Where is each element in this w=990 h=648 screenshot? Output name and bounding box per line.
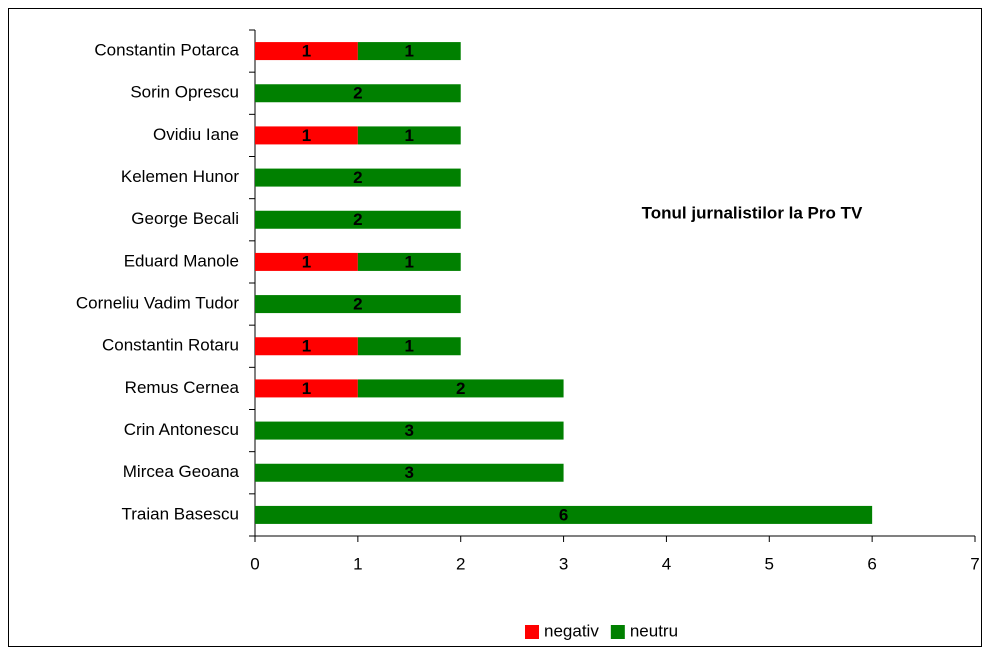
value-label: 2 <box>353 84 362 103</box>
bar-segment <box>255 252 358 271</box>
value-label: 2 <box>456 379 465 398</box>
x-tick-label: 7 <box>970 554 979 573</box>
bar-segment <box>255 463 564 482</box>
bar-segment <box>357 126 461 145</box>
bar-segment <box>255 505 873 524</box>
y-tick-label: George Becali <box>131 209 239 228</box>
bar-segment <box>255 126 358 145</box>
bar-segment <box>357 42 461 61</box>
y-tick-label: Traian Basescu <box>122 504 239 523</box>
value-label: 6 <box>559 505 568 524</box>
chart-title: Tonul jurnalistilor la Pro TV <box>642 203 863 222</box>
value-label: 1 <box>405 126 414 145</box>
bar-segment <box>255 84 461 103</box>
bar-segment <box>255 168 461 187</box>
bar-segment <box>255 421 564 440</box>
value-label: 1 <box>405 337 414 356</box>
y-tick-label: Constantin Potarca <box>94 41 239 60</box>
legend-label: neutru <box>630 621 678 640</box>
x-tick-label: 2 <box>456 554 465 573</box>
value-label: 2 <box>353 295 362 314</box>
x-tick-label: 1 <box>353 554 362 573</box>
value-label: 2 <box>353 210 362 229</box>
y-tick-label: Constantin Rotaru <box>102 336 239 355</box>
x-tick-label: 5 <box>765 554 774 573</box>
value-label: 1 <box>405 252 414 271</box>
bar-segment <box>255 337 358 356</box>
value-label: 2 <box>353 168 362 187</box>
y-tick-label: Sorin Oprescu <box>130 83 239 102</box>
y-tick-label: Eduard Manole <box>124 251 239 270</box>
y-tick-label: Crin Antonescu <box>124 420 239 439</box>
value-label: 1 <box>302 42 311 61</box>
x-tick-label: 6 <box>867 554 876 573</box>
y-tick-label: Remus Cernea <box>125 378 240 397</box>
value-label: 1 <box>302 379 311 398</box>
y-tick-label: Ovidiu Iane <box>153 125 239 144</box>
x-tick-label: 0 <box>250 554 259 573</box>
chart-frame <box>8 8 982 647</box>
bar-segment <box>357 252 461 271</box>
value-label: 3 <box>405 421 414 440</box>
y-tick-label: Corneliu Vadim Tudor <box>76 294 239 313</box>
value-label: 1 <box>302 337 311 356</box>
legend-label: negativ <box>544 621 599 640</box>
bar-segment <box>255 379 358 398</box>
value-label: 1 <box>302 252 311 271</box>
bar-segment <box>357 379 564 398</box>
legend-swatch <box>610 625 625 639</box>
y-tick-label: Mircea Geoana <box>123 462 240 481</box>
value-label: 3 <box>405 463 414 482</box>
y-tick-label: Kelemen Hunor <box>121 167 239 186</box>
value-label: 1 <box>405 42 414 61</box>
legend-swatch <box>525 625 539 639</box>
bar-segment <box>357 337 461 356</box>
bar-segment <box>255 295 461 314</box>
x-tick-label: 4 <box>662 554 671 573</box>
bar-segment <box>255 210 461 229</box>
value-label: 1 <box>302 126 311 145</box>
x-tick-label: 3 <box>559 554 568 573</box>
bar-segment <box>255 42 358 61</box>
